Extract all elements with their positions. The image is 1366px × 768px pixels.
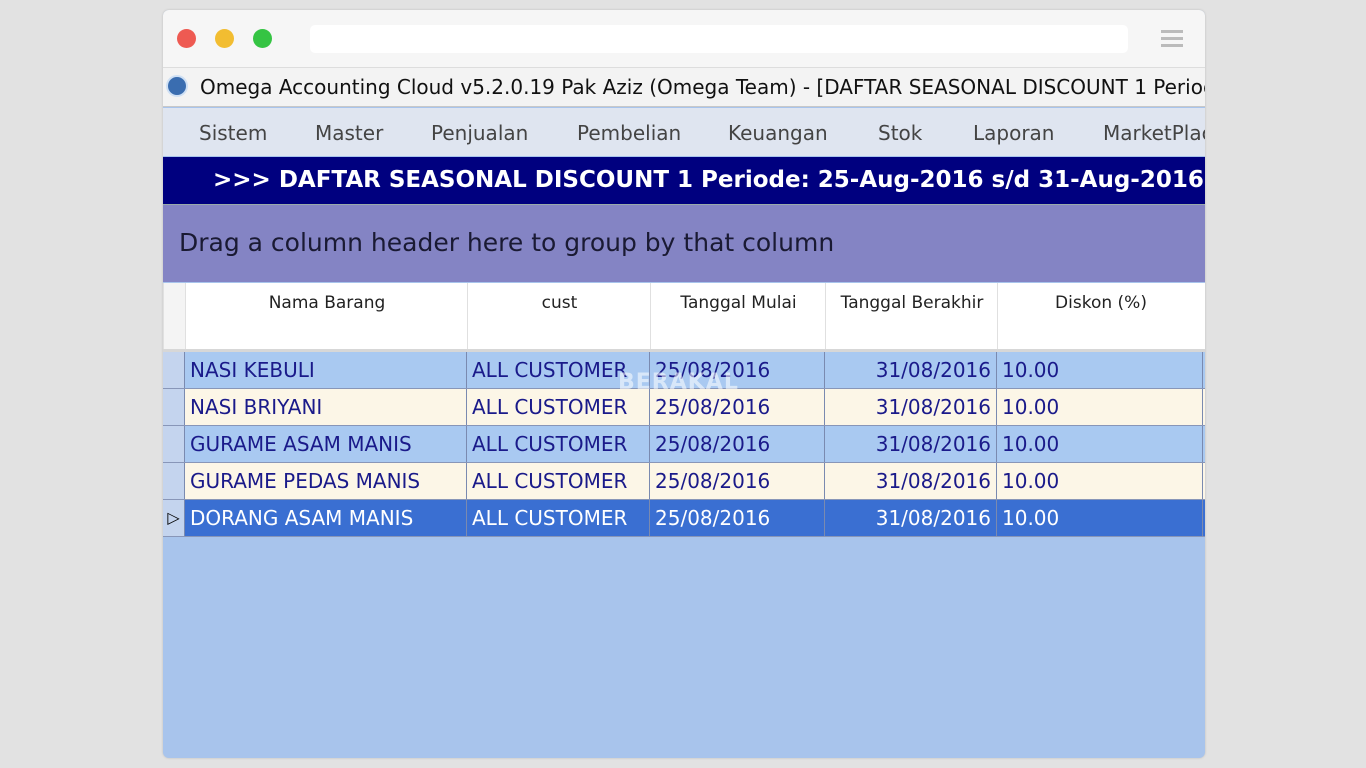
menu-item[interactable]: Laporan: [973, 121, 1055, 145]
table-cell: GURAME ASAM MANIS: [185, 426, 467, 462]
browser-chrome: [163, 10, 1205, 68]
row-indicator: [163, 426, 185, 462]
table-cell: 31/08/2016: [825, 389, 997, 425]
table-cell: 10.00: [997, 389, 1203, 425]
table-cell: 31/08/2016: [825, 426, 997, 462]
banner-text: >>> DAFTAR SEASONAL DISCOUNT 1 Periode: …: [213, 167, 1204, 193]
group-panel-text: Drag a column header here to group by th…: [179, 228, 835, 257]
watermark: BERAKAL: [618, 370, 739, 395]
window: Omega Accounting Cloud v5.2.0.19 Pak Azi…: [163, 10, 1205, 758]
app-icon: [166, 75, 188, 97]
table-cell: 25/08/2016: [650, 389, 825, 425]
table-cell: 10.00: [997, 463, 1203, 499]
menu-item[interactable]: Penjualan: [431, 121, 529, 145]
table-cell: ALL CUSTOMER: [467, 426, 650, 462]
minimize-button[interactable]: [215, 29, 234, 48]
column-header[interactable]: Tanggal Mulai: [650, 283, 826, 349]
row-indicator: [163, 389, 185, 425]
banner: >>> DAFTAR SEASONAL DISCOUNT 1 Periode: …: [163, 157, 1205, 206]
menu-item[interactable]: Master: [315, 121, 384, 145]
group-panel[interactable]: Drag a column header here to group by th…: [163, 205, 1205, 282]
menu-item[interactable]: Sistem: [199, 121, 268, 145]
table-cell: ALL CUSTOMER: [467, 389, 650, 425]
row-indicator: [163, 352, 185, 388]
menu-bar: Sistem Master Penjualan Pembelian Keuangan St…: [163, 108, 1205, 156]
table-cell: 10.00: [997, 500, 1203, 536]
table-row[interactable]: GURAME ASAM MANIS ALL CUSTOMER 25/08/2016 3…: [163, 426, 1205, 463]
column-header[interactable]: Diskon (%): [997, 283, 1204, 349]
table-cell: ALL CUSTOMER: [467, 500, 650, 536]
table-cell: ALL CUSTOMER: [467, 352, 650, 388]
table-cell: 31/08/2016: [825, 500, 997, 536]
table-row[interactable]: ▷ DORANG ASAM MANIS ALL CUSTOMER 25/08/2016…: [163, 500, 1205, 537]
table-cell: 25/08/2016: [650, 426, 825, 462]
row-indicator-header: [163, 283, 186, 349]
table-cell: NASI BRIYANI: [185, 389, 467, 425]
menu-item[interactable]: Keuangan: [728, 121, 828, 145]
table-cell: 25/08/2016: [650, 500, 825, 536]
table-header: Nama Barang cust Tanggal Mulai Tanggal Bera…: [163, 283, 1205, 352]
maximize-button[interactable]: [253, 29, 272, 48]
menu-item[interactable]: Pembelian: [577, 121, 682, 145]
table-row[interactable]: GURAME PEDAS MANIS ALL CUSTOMER 25/08/2016…: [163, 463, 1205, 500]
table-cell: ALL CUSTOMER: [467, 463, 650, 499]
table-cell: NASI KEBULI: [185, 352, 467, 388]
table-cell: GURAME PEDAS MANIS: [185, 463, 467, 499]
column-header[interactable]: cust: [467, 283, 651, 349]
address-bar[interactable]: [310, 25, 1128, 53]
column-header[interactable]: Nama Barang: [185, 283, 468, 349]
table-row[interactable]: NASI BRIYANI ALL CUSTOMER 25/08/2016 31/08/…: [163, 389, 1205, 426]
row-indicator: [163, 463, 185, 499]
table-cell: 25/08/2016: [650, 463, 825, 499]
table-row[interactable]: NASI KEBULI ALL CUSTOMER 25/08/2016 31/08/2…: [163, 352, 1205, 389]
menu-item[interactable]: Stok: [878, 121, 923, 145]
table-cell: 25/08/2016: [650, 352, 825, 388]
table-cell: 10.00: [997, 426, 1203, 462]
row-indicator: ▷: [163, 500, 185, 536]
table-cell: 31/08/2016: [825, 463, 997, 499]
title-bar: Omega Accounting Cloud v5.2.0.19 Pak Azi…: [163, 68, 1205, 107]
window-title: Omega Accounting Cloud v5.2.0.19 Pak Azi…: [200, 75, 1205, 99]
table-cell: 31/08/2016: [825, 352, 997, 388]
close-button[interactable]: [177, 29, 196, 48]
menu-button[interactable]: [1161, 30, 1183, 51]
table-cell: DORANG ASAM MANIS: [185, 500, 467, 536]
menu-item[interactable]: MarketPlace: [1103, 121, 1205, 145]
column-header[interactable]: Tanggal Berakhir: [825, 283, 998, 349]
table-cell: 10.00: [997, 352, 1203, 388]
